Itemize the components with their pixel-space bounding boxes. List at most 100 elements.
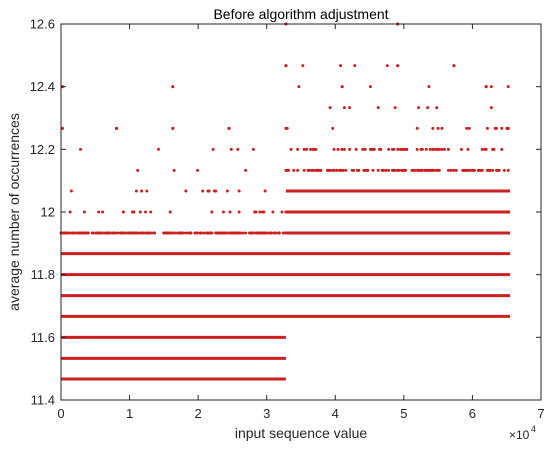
data-point	[134, 189, 138, 193]
data-point	[196, 231, 199, 235]
data-point	[262, 210, 266, 214]
y-tick-label: 12.4	[30, 79, 55, 94]
data-point	[340, 85, 344, 89]
data-point	[446, 147, 450, 151]
data-point	[357, 168, 361, 172]
data-point	[251, 147, 255, 151]
data-point	[426, 106, 430, 110]
data-point	[171, 231, 175, 235]
data-point	[229, 147, 233, 151]
y-axis-label: average number of occurrences	[6, 113, 22, 311]
data-point	[171, 85, 175, 89]
data-point	[222, 210, 225, 214]
data-point	[428, 147, 432, 151]
data-point	[285, 126, 289, 130]
data-point	[332, 147, 336, 151]
x-multiplier-exponent: 4	[531, 424, 536, 434]
data-point	[311, 168, 315, 172]
data-point	[172, 168, 176, 172]
data-point	[301, 64, 305, 68]
data-point	[502, 168, 506, 172]
data-point	[385, 64, 389, 68]
data-point	[485, 126, 489, 130]
data-point	[500, 147, 504, 151]
data-point	[196, 168, 199, 172]
data-point	[114, 126, 119, 130]
data-point	[149, 231, 153, 235]
data-point	[97, 210, 101, 214]
data-point	[69, 189, 73, 193]
data-point	[284, 64, 288, 68]
data-point	[437, 168, 441, 172]
data-point	[277, 231, 281, 235]
data-point	[225, 189, 229, 193]
data-point	[341, 168, 345, 172]
data-point	[366, 168, 370, 172]
data-point	[296, 147, 300, 151]
data-point	[309, 147, 313, 151]
data-point	[415, 147, 419, 151]
data-point	[258, 210, 262, 214]
data-point	[116, 231, 120, 235]
data-point	[189, 231, 193, 235]
data-point	[446, 168, 450, 172]
x-tick-label: 3	[263, 406, 270, 421]
data-point	[495, 126, 499, 130]
data-point	[342, 106, 346, 110]
data-point	[492, 147, 496, 151]
data-point	[467, 126, 471, 130]
data-point	[354, 147, 358, 151]
x-tick-label: 4	[332, 406, 339, 421]
data-point	[384, 168, 388, 172]
data-point	[452, 168, 456, 172]
data-point	[297, 85, 301, 89]
data-point	[396, 147, 400, 151]
data-point	[363, 147, 367, 151]
data-point	[145, 189, 149, 193]
data-point	[144, 210, 147, 214]
data-point	[387, 147, 391, 151]
data-point	[480, 168, 484, 172]
data-point	[405, 147, 409, 151]
data-point	[236, 147, 240, 151]
x-tick-label: 7	[537, 406, 544, 421]
data-point	[352, 168, 356, 172]
data-point	[263, 189, 267, 193]
data-point	[241, 231, 245, 235]
data-point	[491, 168, 495, 172]
data-point	[506, 126, 510, 130]
data-point	[228, 210, 232, 214]
data-point	[427, 85, 431, 89]
data-point	[484, 85, 488, 89]
data-point	[397, 168, 401, 172]
data-point	[114, 231, 118, 235]
data-point	[332, 168, 336, 172]
data-point	[138, 210, 142, 214]
data-point	[201, 189, 205, 193]
data-point	[449, 168, 453, 172]
data-point	[336, 147, 340, 151]
x-tick-label: 1	[126, 406, 133, 421]
data-point	[372, 147, 376, 151]
data-point	[136, 231, 140, 235]
data-point	[302, 147, 306, 151]
data-point	[497, 168, 501, 172]
data-point	[136, 168, 140, 172]
data-point	[224, 231, 228, 235]
data-point	[67, 231, 71, 235]
data-point	[404, 168, 408, 172]
data-point	[157, 147, 160, 151]
data-point	[244, 231, 248, 235]
data-point	[289, 147, 293, 151]
data-point	[149, 210, 153, 214]
data-point	[371, 168, 375, 172]
data-point	[251, 231, 255, 235]
data-point	[415, 126, 419, 130]
data-point	[328, 168, 332, 172]
data-point	[348, 106, 352, 110]
data-point	[270, 231, 274, 235]
y-tick-label: 11.8	[31, 267, 55, 282]
data-point	[488, 168, 492, 172]
data-point	[466, 147, 470, 151]
